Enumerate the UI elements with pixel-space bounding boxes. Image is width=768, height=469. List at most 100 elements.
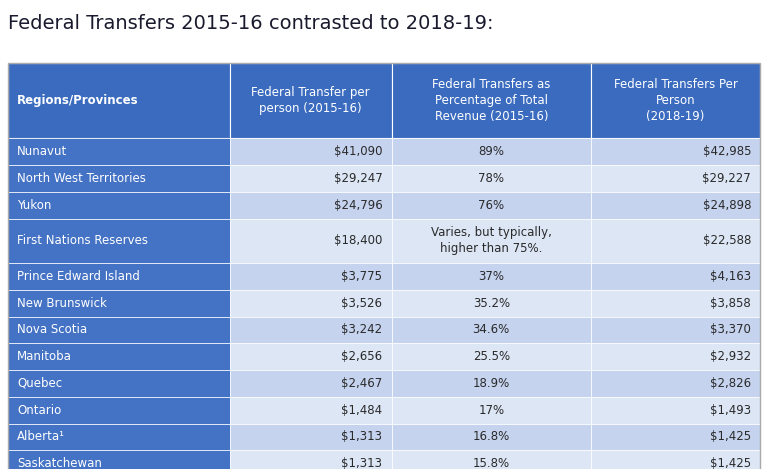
Bar [230,343,392,370]
Bar [230,370,392,397]
Bar [591,317,760,343]
Bar [8,63,230,138]
Text: Federal Transfers as
Percentage of Total
Revenue (2015-16): Federal Transfers as Percentage of Total… [432,78,551,123]
Text: 15.8%: 15.8% [472,457,510,469]
Bar [591,424,760,450]
Text: $1,493: $1,493 [710,404,751,416]
Text: 89%: 89% [478,145,505,158]
Bar [8,165,230,192]
Text: 35.2%: 35.2% [472,297,510,310]
Text: 34.6%: 34.6% [472,324,510,336]
Text: $29,227: $29,227 [703,172,751,185]
Text: $1,484: $1,484 [341,404,382,416]
Bar [392,397,591,424]
Bar [392,165,591,192]
Bar [8,450,230,469]
Text: $24,796: $24,796 [333,199,382,212]
Bar [8,263,230,290]
Bar [230,263,392,290]
Text: $41,090: $41,090 [334,145,382,158]
Text: $3,775: $3,775 [341,270,382,283]
Text: 76%: 76% [478,199,505,212]
Bar [230,290,392,317]
Bar [230,424,392,450]
Text: 25.5%: 25.5% [472,350,510,363]
Bar [8,290,230,317]
Text: Federal Transfers 2015-16 contrasted to 2018-19:: Federal Transfers 2015-16 contrasted to … [8,14,493,33]
Text: $1,425: $1,425 [710,457,751,469]
Text: $1,313: $1,313 [341,431,382,443]
Bar [591,263,760,290]
Bar [8,219,230,263]
Bar [392,219,591,263]
Text: $1,425: $1,425 [710,431,751,443]
Text: Prince Edward Island: Prince Edward Island [17,270,140,283]
Bar [392,263,591,290]
Bar [591,370,760,397]
Text: New Brunswick: New Brunswick [17,297,107,310]
Bar [591,450,760,469]
Bar [230,192,392,219]
Text: 16.8%: 16.8% [472,431,510,443]
Bar [591,397,760,424]
Bar [392,424,591,450]
Bar [392,290,591,317]
Text: Regions/Provinces: Regions/Provinces [17,94,138,107]
Bar [392,192,591,219]
Text: Nunavut: Nunavut [17,145,67,158]
Text: Nova Scotia: Nova Scotia [17,324,87,336]
Text: $24,898: $24,898 [703,199,751,212]
Text: Quebec: Quebec [17,377,62,390]
Text: $2,932: $2,932 [710,350,751,363]
Bar [8,424,230,450]
Bar [591,165,760,192]
Text: Yukon: Yukon [17,199,51,212]
Text: $2,656: $2,656 [341,350,382,363]
Text: $3,242: $3,242 [341,324,382,336]
Text: $22,588: $22,588 [703,234,751,247]
Bar [392,343,591,370]
Text: Federal Transfer per
person (2015-16): Federal Transfer per person (2015-16) [251,86,370,115]
Text: Manitoba: Manitoba [17,350,71,363]
Text: $1,313: $1,313 [341,457,382,469]
Bar [591,63,760,138]
Text: $3,858: $3,858 [710,297,751,310]
Bar [392,63,591,138]
Bar [392,317,591,343]
Bar [8,397,230,424]
Bar [230,63,392,138]
Bar [591,219,760,263]
Text: 78%: 78% [478,172,505,185]
Text: North West Territories: North West Territories [17,172,146,185]
Text: 18.9%: 18.9% [472,377,510,390]
Text: Saskatchewan: Saskatchewan [17,457,102,469]
Bar [8,192,230,219]
Text: 37%: 37% [478,270,505,283]
Text: Ontario: Ontario [17,404,61,416]
Text: $3,370: $3,370 [710,324,751,336]
Text: $2,826: $2,826 [710,377,751,390]
Bar [230,138,392,165]
Bar [8,370,230,397]
Bar [392,138,591,165]
Bar [230,317,392,343]
Bar [392,450,591,469]
Bar [392,370,591,397]
Text: 17%: 17% [478,404,505,416]
Text: Alberta¹: Alberta¹ [17,431,65,443]
Bar [591,343,760,370]
Text: $4,163: $4,163 [710,270,751,283]
Text: $3,526: $3,526 [341,297,382,310]
Bar [230,165,392,192]
Text: $2,467: $2,467 [341,377,382,390]
Bar [8,138,230,165]
Text: Varies, but typically,
higher than 75%.: Varies, but typically, higher than 75%. [431,227,551,255]
Bar [230,219,392,263]
Text: $29,247: $29,247 [333,172,382,185]
Bar [230,450,392,469]
Text: Federal Transfers Per
Person
(2018-19): Federal Transfers Per Person (2018-19) [614,78,737,123]
Bar [591,192,760,219]
Bar [8,343,230,370]
Bar [230,397,392,424]
Text: $42,985: $42,985 [703,145,751,158]
